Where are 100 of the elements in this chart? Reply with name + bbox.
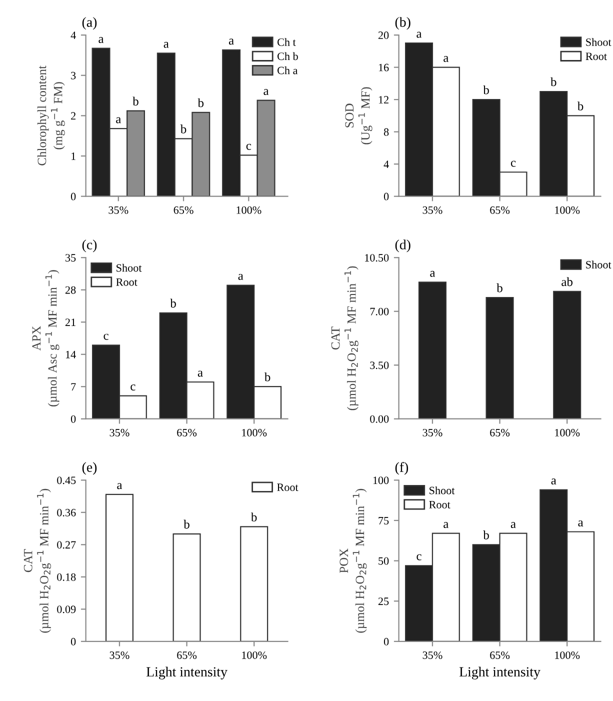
bar (553, 290, 582, 419)
data-label: a (264, 89, 269, 96)
text: POX (µmol H$_{2}$O$_{2}$g$^{−1}$ MF min$^{−1}$) (340, 488, 367, 633)
y-tick-label: 25 (378, 598, 389, 606)
text: CAT (µmol H$_{2}$O$_{2}$g$^{−1}$ MF min$^{−1}$) (331, 266, 358, 410)
legend-label: Shoot (586, 260, 612, 268)
data-label: a (578, 520, 584, 526)
data-label: a (198, 370, 203, 377)
bar (240, 526, 268, 642)
chart-title: (f) (395, 462, 408, 475)
legend-label: Shoot (586, 38, 612, 46)
data-label: b (483, 530, 489, 540)
legend-label: Root (116, 278, 138, 286)
x-tick-label: 35% (108, 206, 128, 214)
data-label: a (510, 522, 516, 528)
y-tick-label: 4 (70, 32, 76, 39)
y-tick-label: 28 (65, 286, 76, 294)
data-label: a (164, 42, 169, 48)
x-tick-label: 100% (242, 428, 267, 436)
chart-title: (d) (395, 240, 410, 252)
x-tick-label: 35% (110, 428, 130, 436)
data-label: b (483, 85, 489, 94)
y-tick-label: 10.50 (365, 254, 389, 262)
y-axis-title: Chlorophyll content (mg g$^{−1}$ FM) (37, 66, 65, 166)
legend-label: Root (586, 52, 607, 60)
y-tick-label: 8 (384, 128, 389, 136)
data-label: b (198, 98, 204, 108)
chart-title: (e) (82, 462, 97, 475)
y-tick-label: 7 (71, 383, 76, 390)
legend-label: Ch b (278, 52, 298, 60)
y-tick-label: 3.50 (370, 362, 389, 370)
data-label: b (180, 124, 186, 134)
bar (105, 494, 134, 642)
data-label: a (444, 522, 449, 528)
bar (486, 296, 514, 419)
y-tick-label: 16 (378, 64, 389, 72)
x-tick-label: 65% (177, 428, 197, 436)
data-label: a (116, 117, 121, 124)
x-tick-label: 100% (555, 651, 580, 659)
data-label: c (416, 554, 422, 560)
y-tick-label: 100 (373, 476, 389, 484)
data-label: a (98, 37, 104, 44)
legend-label: Ch a (278, 66, 298, 74)
y-tick-label: 2 (71, 112, 76, 120)
bar (418, 282, 446, 419)
data-label: b (577, 102, 584, 110)
y-tick-label: 0.27 (57, 541, 76, 549)
data-label: a (416, 32, 422, 38)
y-tick-label: 14 (66, 350, 76, 358)
y-tick-label: 0.45 (57, 476, 76, 484)
x-tick-label: 35% (422, 206, 442, 214)
x-tick-label: 35% (110, 651, 130, 659)
x-axis-title: Light intensity (146, 666, 228, 680)
legend-label: Shoot (430, 486, 455, 494)
legend-label: Ch t (278, 38, 296, 46)
data-label: b (264, 372, 270, 382)
y-axis-title: SOD (Ug$^{−1}$ MF) (345, 87, 372, 144)
data-label: b (184, 520, 190, 529)
data-label: b (170, 298, 176, 308)
y-tick-label: 7.00 (370, 308, 389, 316)
x-tick-label: 65% (174, 206, 194, 214)
y-tick-label: 50 (378, 557, 389, 565)
legend-label: Root (277, 484, 298, 492)
y-tick-label: 0 (70, 638, 76, 646)
data-label: b (250, 512, 257, 522)
x-tick-label: 65% (490, 428, 510, 436)
y-tick-label: 0.36 (57, 508, 76, 516)
y-tick-label: 3 (71, 72, 76, 80)
y-tick-label: 21 (65, 318, 76, 326)
y-tick-label: 20 (378, 32, 389, 40)
data-label: ab (562, 277, 573, 286)
data-label: a (444, 56, 449, 62)
y-tick-label: 4 (384, 160, 389, 168)
data-label: b (496, 283, 502, 292)
data-label: c (104, 334, 108, 340)
x-tick-label: 100% (555, 428, 580, 436)
y-tick-label: 0 (384, 192, 389, 200)
text: CAT (µmol H$_{2}$O$_{2}$g$^{−1}$ MF min$^{−1}$) (24, 488, 51, 633)
chart-title: (c) (82, 240, 97, 252)
chart-title: (b) (395, 17, 410, 30)
data-label: b (132, 96, 138, 106)
x-tick-label: 65% (490, 206, 510, 214)
y-tick-label: 0 (384, 638, 389, 646)
x-tick-label: 100% (242, 651, 267, 659)
bar (172, 533, 201, 642)
data-label: b (550, 77, 556, 86)
y-tick-label: 75 (378, 517, 389, 524)
legend-label: Root (429, 501, 450, 508)
x-tick-label: 100% (236, 206, 262, 214)
x-tick-label: 35% (422, 651, 442, 659)
chart-title: (a) (82, 17, 97, 30)
y-tick-label: 1 (72, 152, 76, 160)
x-tick-label: 100% (555, 206, 580, 214)
x-tick-label: 65% (490, 651, 510, 659)
x-tick-label: 65% (177, 651, 197, 659)
data-label: a (430, 270, 436, 277)
data-label: c (246, 144, 252, 150)
data-label: a (551, 478, 556, 485)
data-label: a (228, 38, 234, 45)
y-tick-label: 12 (378, 96, 388, 104)
